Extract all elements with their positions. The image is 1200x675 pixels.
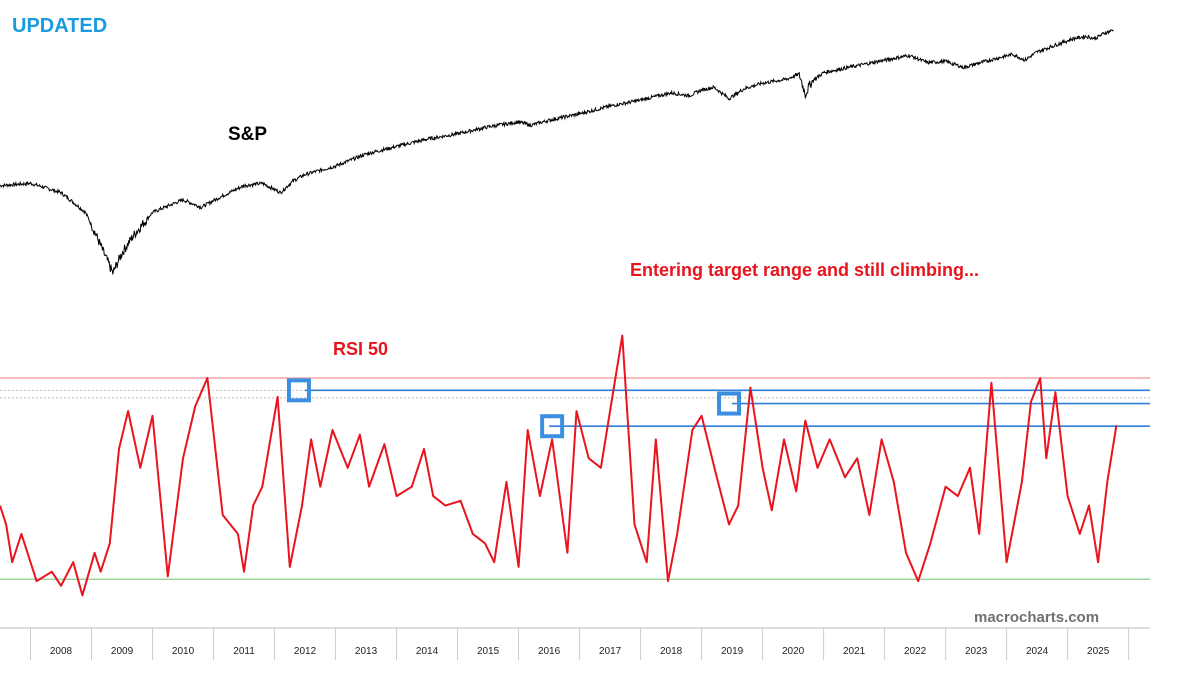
resistance-markers — [286, 378, 742, 439]
resistance-lines — [305, 389, 1150, 428]
marker-box-1 — [286, 378, 311, 403]
x-tick-label-2008: 2008 — [50, 646, 73, 657]
x-tick-label-2016: 2016 — [538, 646, 561, 657]
x-tick-label-2014: 2014 — [416, 646, 439, 657]
annotation-text: Entering target range and still climbing… — [630, 260, 979, 280]
x-tick-label-2010: 2010 — [172, 646, 195, 657]
x-tick-label-2023: 2023 — [965, 646, 988, 657]
marker-box-2 — [717, 391, 742, 416]
sp-panel: S&P Entering target range and still clim… — [0, 29, 1114, 280]
x-tick-label-2009: 2009 — [111, 646, 134, 657]
x-tick-label-2018: 2018 — [660, 646, 683, 657]
rsi-line — [0, 334, 1118, 597]
sp-price-line — [0, 29, 1114, 275]
x-tick-label-2015: 2015 — [477, 646, 500, 657]
x-tick-label-2024: 2024 — [1026, 646, 1049, 657]
x-tick-label-2025: 2025 — [1087, 646, 1110, 657]
marker-box-3 — [540, 414, 565, 439]
x-tick-label-2011: 2011 — [233, 646, 255, 657]
x-axis: 2008 2009 2010 2011 2012 2013 2014 2015 2016 2017… — [0, 627, 1150, 660]
rsi-panel: RSI 50 — [0, 334, 1150, 597]
x-tick-label-2022: 2022 — [904, 646, 927, 657]
x-tick-label-2017: 2017 — [599, 646, 622, 657]
reference-lines — [0, 377, 1150, 580]
updated-badge: UPDATED — [12, 15, 107, 37]
watermark: macrocharts.com — [974, 609, 1099, 626]
x-tick-label-2013: 2013 — [355, 646, 378, 657]
rsi-title: RSI 50 — [333, 339, 388, 359]
sp-title: S&P — [228, 124, 267, 145]
x-tick-label-2012: 2012 — [294, 646, 317, 657]
x-tick-label-2019: 2019 — [721, 646, 744, 657]
x-tick-label-2021: 2021 — [843, 646, 866, 657]
x-tick-label-2020: 2020 — [782, 646, 805, 657]
